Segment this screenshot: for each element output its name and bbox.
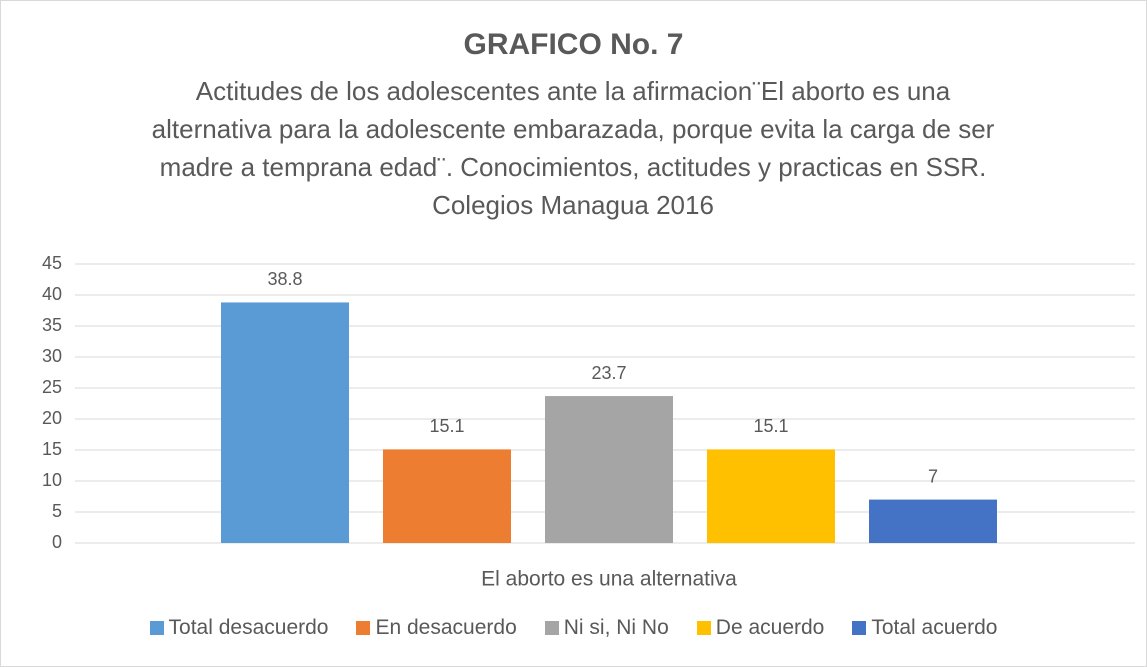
data-label: 15.1 bbox=[753, 416, 788, 436]
legend-label: Total acuerdo bbox=[871, 616, 998, 639]
y-tick-label: 40 bbox=[42, 284, 62, 304]
legend-label: De acuerdo bbox=[715, 616, 825, 639]
bar bbox=[221, 302, 349, 543]
legend-swatch bbox=[544, 621, 559, 635]
legend-swatch bbox=[356, 621, 371, 635]
x-tick-label: El aborto es una alternativa bbox=[481, 568, 737, 591]
legend-item: Total acuerdo bbox=[852, 616, 997, 640]
legend-item: En desacuerdo bbox=[356, 616, 517, 640]
legend-label: Ni si, Ni No bbox=[563, 616, 669, 639]
legend-swatch bbox=[696, 621, 711, 635]
y-tick-label: 45 bbox=[42, 253, 62, 273]
legend-item: Total desacuerdo bbox=[149, 616, 329, 640]
legend-swatch bbox=[852, 621, 867, 635]
y-tick-label: 10 bbox=[42, 470, 62, 490]
y-tick-label: 15 bbox=[42, 439, 62, 459]
legend-label: En desacuerdo bbox=[375, 616, 517, 639]
data-label: 15.1 bbox=[429, 416, 464, 436]
legend-label: Total desacuerdo bbox=[168, 616, 329, 639]
bar bbox=[869, 499, 997, 543]
legend: Total desacuerdo En desacuerdo Ni si, Ni N… bbox=[0, 616, 1147, 640]
legend-swatch bbox=[149, 621, 164, 635]
y-tick-label: 5 bbox=[52, 501, 62, 521]
bar bbox=[545, 396, 673, 543]
data-label: 7 bbox=[928, 466, 938, 486]
legend-item: De acuerdo bbox=[696, 616, 825, 640]
y-tick-label: 30 bbox=[42, 346, 62, 366]
chart-title: GRAFICO No. 7 bbox=[463, 28, 684, 61]
bar bbox=[383, 449, 511, 543]
y-tick-label: 35 bbox=[42, 315, 62, 335]
y-tick-label: 0 bbox=[52, 532, 62, 552]
data-label: 23.7 bbox=[591, 363, 626, 383]
data-label: 38.8 bbox=[267, 269, 302, 289]
bar bbox=[707, 449, 835, 543]
y-tick-label: 25 bbox=[42, 377, 62, 397]
chart-subtitle: Actitudes de los adolescentes ante la af… bbox=[151, 76, 995, 220]
y-tick-label: 20 bbox=[42, 408, 62, 428]
legend-item: Ni si, Ni No bbox=[544, 616, 669, 640]
